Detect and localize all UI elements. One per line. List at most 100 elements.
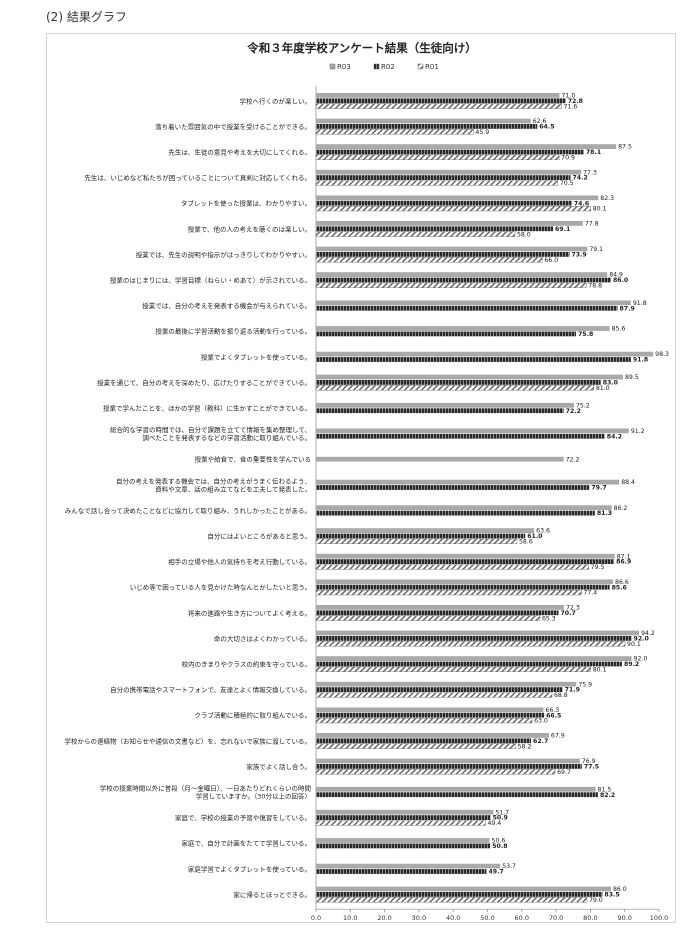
bar-r02 — [316, 277, 611, 283]
bar-r01 — [315, 257, 543, 263]
category-label: 先生は、いじめなど私たちが困っていることについて真剣に対応してくれる。 — [84, 173, 311, 182]
bar-r02 — [316, 124, 538, 129]
x-tick-label: 60.0 — [515, 914, 529, 922]
bar-r03 — [316, 809, 494, 815]
bar-r01 — [315, 615, 541, 621]
bar-r03 — [316, 402, 574, 408]
value-label: 62.6 — [533, 118, 547, 125]
value-label: 83.0 — [603, 380, 619, 387]
value-label: 87.5 — [618, 144, 632, 151]
bar-r03 — [316, 326, 610, 331]
bar-r01 — [315, 129, 474, 135]
value-labels: 71.072.871.6 62.664.5 45.9 87.5 78.1 70.9 77.3… — [475, 93, 669, 904]
value-label: 89.2 — [624, 661, 639, 668]
legend-swatch-r01 — [417, 63, 424, 70]
bar-r02 — [316, 738, 532, 744]
value-label: 82.3 — [600, 195, 614, 202]
chart-title: 令和３年度学校アンケート結果（生徒向け） — [246, 41, 477, 55]
category-label: 授業のはじまりには、学習目標（ねらい・めあて）が示されている。 — [110, 276, 311, 285]
bar-r03 — [316, 758, 580, 764]
bar-r03 — [316, 246, 588, 252]
value-label: 72.2 — [566, 456, 580, 463]
value-label: 70.7 — [561, 610, 576, 617]
value-label: 86.2 — [614, 505, 628, 512]
bar-r01 — [315, 385, 595, 391]
bar-r03 — [316, 656, 632, 661]
category-label: 家庭で、自分で計画をたてて学習している。 — [181, 839, 311, 848]
survey-bar-chart: 令和３年度学校アンケート結果（生徒向け） R03 R02 R01 0.0 10.0 20… — [65, 41, 669, 922]
value-label: 92.0 — [634, 636, 650, 643]
value-label: 72.8 — [568, 98, 583, 105]
bar-r01 — [315, 743, 516, 749]
bar-r03 — [316, 428, 629, 434]
bar-r03 — [316, 630, 640, 636]
bar-r03 — [316, 351, 654, 357]
bar-r01 — [315, 538, 518, 545]
category-label: 学習していますか。（30分以上の回答） — [196, 792, 311, 801]
value-label: 90.1 — [627, 641, 641, 648]
bar-r02 — [316, 252, 570, 257]
value-label: 85.6 — [612, 584, 627, 591]
category-label: 家に帰るとほっとできる。 — [233, 890, 311, 899]
bar-r01 — [315, 231, 516, 237]
category-label: 授業では、先生の説明や指示がはっきりしてわかりやすい。 — [136, 250, 311, 259]
value-label: 81.0 — [596, 385, 610, 392]
category-label: 授業で学んだことを、ほかの学習（教科）に生かすことができている。 — [103, 404, 311, 413]
bar-r03 — [316, 505, 612, 511]
value-label: 75.8 — [578, 331, 593, 338]
bar-r02 — [316, 357, 631, 362]
value-label: 53.7 — [502, 863, 516, 870]
x-tick-label: 100.0 — [650, 914, 669, 922]
value-label: 98.3 — [655, 351, 669, 358]
bar-r02 — [316, 712, 545, 718]
value-label: 79.1 — [589, 246, 603, 253]
bar-r02 — [316, 408, 564, 414]
legend-swatch-r02 — [373, 63, 380, 70]
bar-r01 — [315, 820, 486, 826]
bar-r02 — [316, 305, 618, 311]
bar-r01 — [315, 897, 588, 903]
category-label: 授業を通じて、自分の考えを深めたり、広げたりすることができている。 — [97, 378, 311, 387]
legend-label-r02: R02 — [381, 63, 395, 71]
bar-r02 — [316, 98, 566, 104]
value-label: 78.8 — [588, 283, 602, 290]
value-label: 73.9 — [571, 252, 586, 259]
value-label: 61.0 — [527, 533, 543, 540]
value-label: 58.2 — [518, 743, 532, 750]
bar-r02 — [316, 559, 615, 564]
bar-r03 — [316, 838, 490, 843]
category-label: 相手の立場や他人の気持ちを考え行動している。 — [168, 557, 311, 566]
value-label: 64.5 — [539, 124, 554, 131]
bar-r02 — [316, 610, 559, 616]
value-label: 50.6 — [492, 838, 506, 845]
category-label: 先生は、生徒の意見や考えを大切にしてくれる。 — [168, 148, 311, 157]
value-label: 79.5 — [591, 564, 605, 571]
bar-r02 — [316, 433, 605, 439]
value-label: 65.3 — [542, 615, 556, 622]
value-label: 50.8 — [492, 843, 507, 850]
bar-r02 — [316, 510, 595, 516]
bar-r03 — [316, 579, 614, 585]
category-label: 授業では、自分の考えを発表する機会が与えられている。 — [142, 301, 311, 310]
bar-r01 — [315, 180, 559, 186]
value-label: 86.0 — [613, 886, 627, 893]
bar-r02 — [316, 485, 590, 490]
category-label: 総合的な学習の時間では、自分で課題を立てて情報を集め整理して、 — [110, 425, 311, 434]
bar-r03 — [316, 195, 599, 201]
bar-r02 — [316, 764, 582, 769]
bar-r03 — [316, 863, 501, 869]
x-tick-label: 0.0 — [311, 914, 321, 922]
category-label: 家族でよく話し合う。 — [246, 762, 311, 771]
value-label: 82.2 — [600, 792, 615, 799]
bar-r03 — [316, 786, 596, 792]
x-tick-label: 30.0 — [412, 914, 426, 922]
bar-r03 — [316, 272, 608, 277]
value-label: 63.0 — [534, 718, 548, 725]
bar-r03 — [316, 456, 564, 462]
bar-r01 — [315, 666, 591, 673]
bar-r02 — [316, 815, 491, 820]
value-label: 91.8 — [633, 357, 648, 364]
value-label: 66.3 — [545, 707, 559, 714]
bar-r01 — [315, 590, 582, 596]
value-label: 80.1 — [593, 667, 607, 674]
